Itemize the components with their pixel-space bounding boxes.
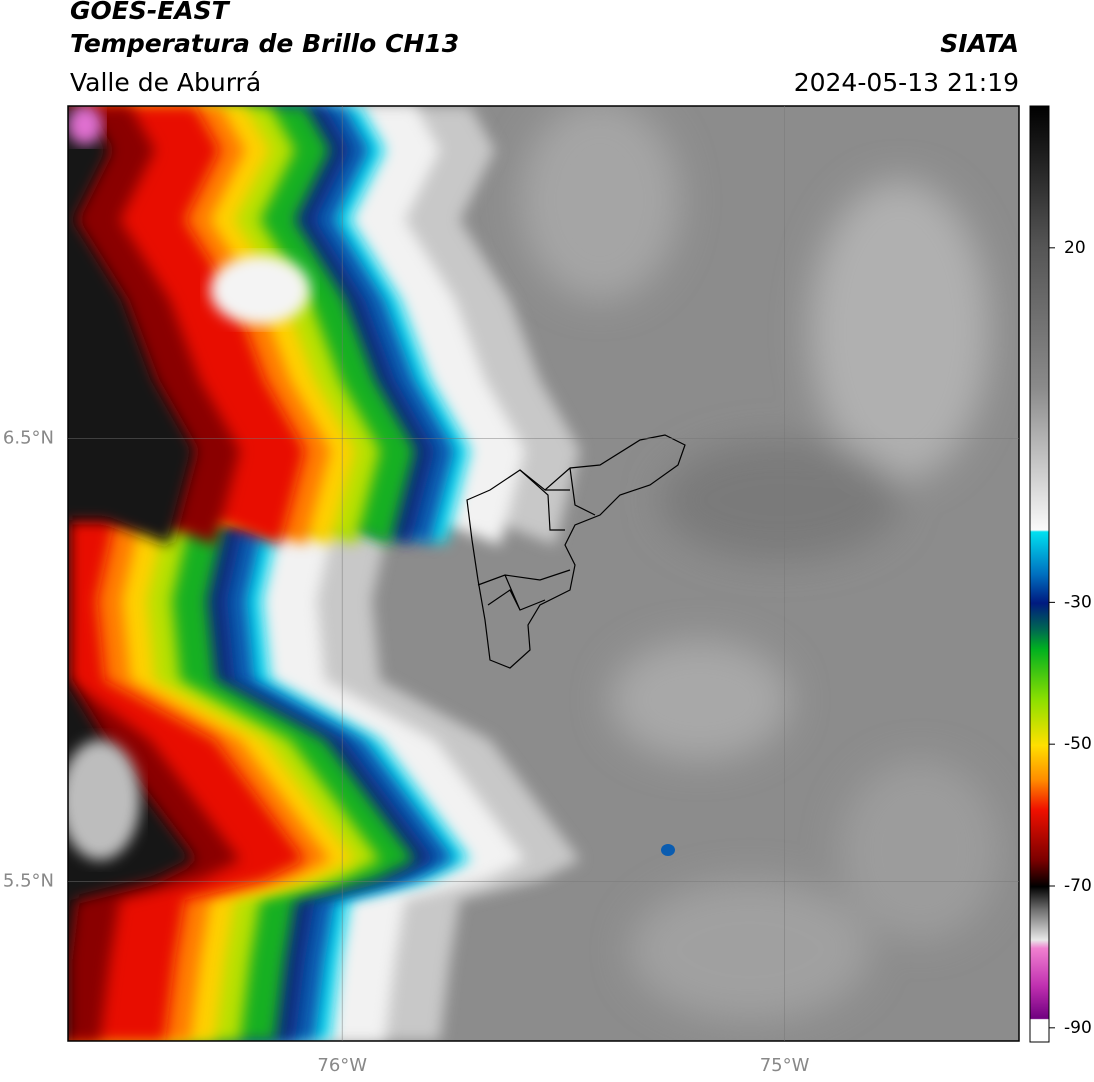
colorbar-tick-label: -30 (1064, 592, 1092, 612)
x-tick-label: 76°W (317, 1055, 367, 1076)
colorbar-tick-label: -90 (1064, 1018, 1092, 1038)
datetime: 2024-05-13 21:19 (794, 68, 1019, 97)
subtitle: Temperatura de Brillo CH13 (70, 29, 459, 58)
colorbar-tick-label: 20 (1064, 238, 1086, 258)
cold-pocket (661, 844, 675, 856)
boundary (466, 434, 686, 669)
colorbar (1029, 105, 1050, 1043)
region: Valle de Aburrá (70, 68, 261, 97)
colorbar-tick-label: -70 (1064, 876, 1092, 896)
satellite-image (68, 106, 1019, 1041)
map-frame (67, 105, 1020, 1042)
source: SIATA (940, 29, 1019, 58)
cold-pocket (210, 255, 310, 325)
cloud-texture (520, 106, 1000, 1020)
cold-pocket (68, 740, 140, 860)
colorbar-tick-label: -50 (1064, 734, 1092, 754)
y-tick-label: 5.5°N (3, 870, 54, 891)
x-tick-label: 75°W (760, 1055, 810, 1076)
cold-pocket (68, 106, 103, 145)
title: GOES-EAST (70, 0, 231, 25)
y-tick-label: 6.5°N (3, 427, 54, 448)
